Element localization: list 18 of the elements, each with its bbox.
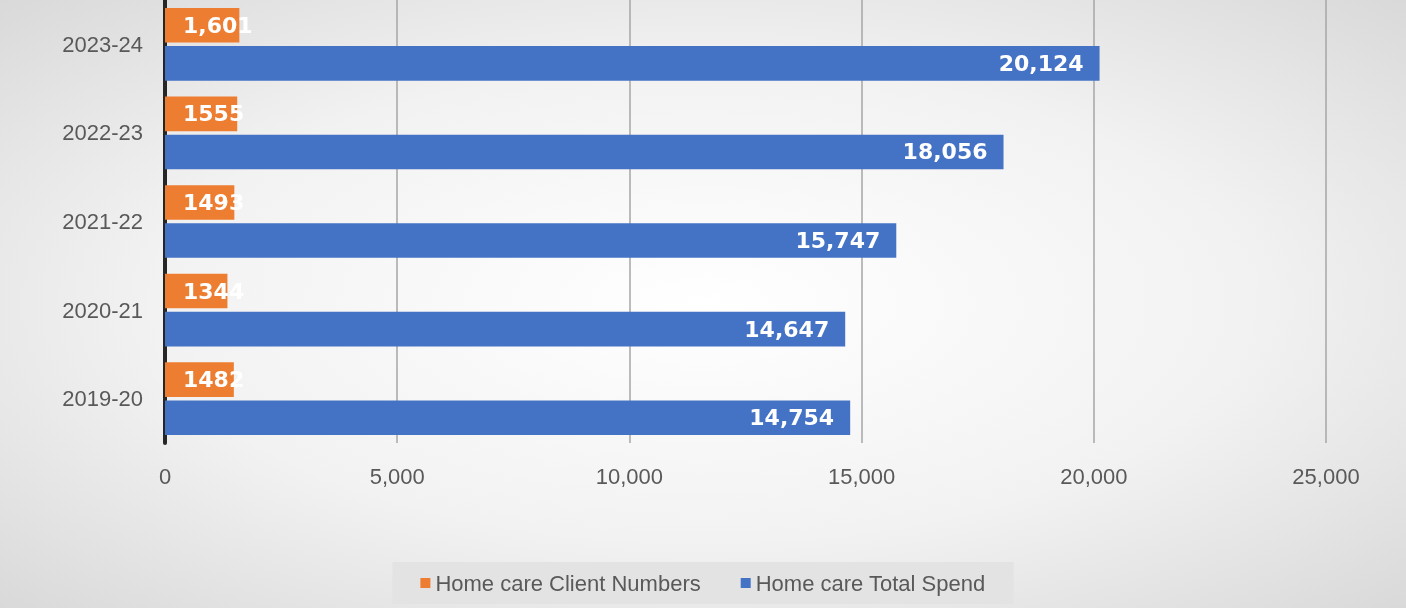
- y-tick-label: 2022-23: [62, 120, 143, 146]
- x-tick-label: 10,000: [595, 463, 664, 489]
- y-tick-label: 2023-24: [62, 31, 143, 57]
- legend-label: Home care Client Numbers: [435, 570, 701, 596]
- legend-label: Home care Total Spend: [755, 570, 986, 596]
- data-label: 20,124: [998, 50, 1084, 76]
- data-label: 14,754: [749, 405, 835, 431]
- x-tick-label: 15,000: [827, 463, 896, 489]
- x-tick-label: 5,000: [369, 463, 425, 489]
- data-label: 15,747: [795, 228, 881, 254]
- data-label: 14,647: [744, 316, 830, 342]
- x-tick-label: 25,000: [1292, 463, 1360, 489]
- y-tick-label: 2019-20: [62, 386, 143, 412]
- data-label: 18,056: [902, 139, 988, 165]
- y-tick-label: 2021-22: [62, 209, 143, 234]
- x-tick-label: 20,000: [1060, 463, 1128, 489]
- x-tick-label: 0: [158, 463, 172, 489]
- y-tick-label: 2020-21: [62, 297, 143, 323]
